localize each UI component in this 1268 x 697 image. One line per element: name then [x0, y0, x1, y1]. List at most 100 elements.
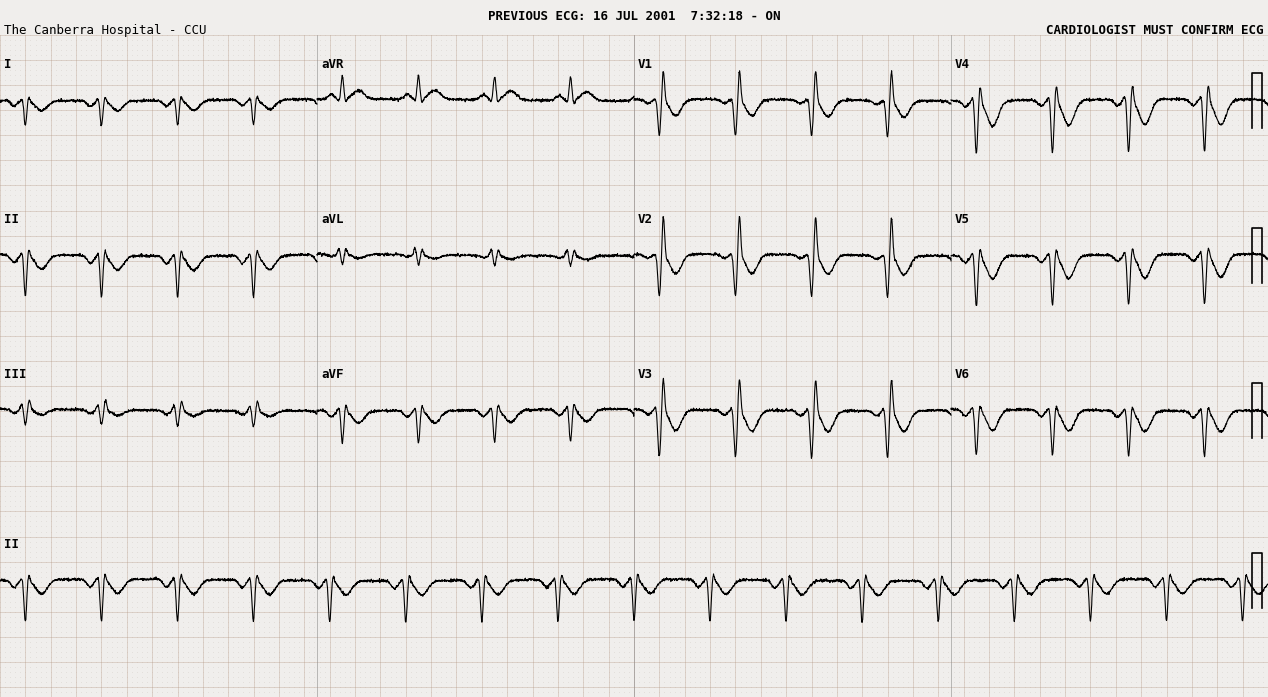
Point: [385, 566, 406, 577]
Point: [928, 100, 948, 111]
Point: [512, 90, 533, 101]
Point: [401, 461, 421, 472]
Point: [649, 325, 670, 337]
Point: [416, 195, 436, 206]
Point: [203, 501, 223, 512]
Point: [583, 541, 604, 552]
Point: [61, 355, 81, 367]
Point: [1131, 601, 1151, 612]
Point: [989, 666, 1009, 677]
Point: [431, 445, 451, 457]
Point: [801, 155, 822, 166]
Point: [730, 175, 751, 186]
Point: [578, 109, 598, 121]
Point: [989, 325, 1009, 337]
Point: [406, 135, 426, 146]
Point: [908, 431, 928, 442]
Point: [1004, 290, 1025, 301]
Point: [1197, 571, 1217, 582]
Point: [213, 195, 233, 206]
Point: [66, 646, 86, 657]
Point: [56, 75, 76, 86]
Point: [264, 636, 284, 648]
Point: [172, 180, 193, 191]
Point: [994, 180, 1014, 191]
Point: [685, 290, 705, 301]
Point: [233, 145, 254, 156]
Point: [1182, 506, 1202, 517]
Point: [335, 175, 355, 186]
Point: [46, 346, 66, 357]
Point: [1212, 476, 1232, 487]
Point: [609, 305, 629, 316]
Point: [1025, 531, 1045, 542]
Point: [269, 255, 289, 266]
Point: [715, 466, 735, 477]
Point: [431, 335, 451, 346]
Point: [1121, 205, 1141, 216]
Point: [812, 95, 832, 106]
Point: [462, 340, 482, 351]
Point: [56, 120, 76, 131]
Point: [619, 687, 639, 697]
Point: [918, 601, 938, 612]
Point: [1111, 215, 1131, 226]
Point: [451, 140, 472, 151]
Point: [76, 95, 96, 106]
Point: [842, 481, 862, 492]
Point: [512, 571, 533, 582]
Point: [1212, 616, 1232, 627]
Point: [974, 671, 994, 682]
Point: [1101, 265, 1121, 276]
Point: [1060, 616, 1080, 627]
Point: [472, 79, 492, 91]
Point: [1172, 426, 1192, 437]
Point: [51, 190, 71, 201]
Point: [96, 481, 117, 492]
Point: [675, 310, 695, 321]
Point: [619, 420, 639, 431]
Point: [112, 40, 132, 51]
Point: [969, 185, 989, 196]
Point: [598, 100, 619, 111]
Point: [142, 45, 162, 56]
Point: [1040, 300, 1060, 312]
Point: [954, 240, 974, 251]
Point: [340, 175, 360, 186]
Point: [101, 526, 122, 537]
Point: [482, 390, 502, 401]
Point: [380, 506, 401, 517]
Point: [66, 109, 86, 121]
Point: [178, 321, 198, 332]
Point: [172, 54, 193, 66]
Point: [320, 355, 340, 367]
Point: [761, 546, 781, 557]
Point: [1121, 621, 1141, 632]
Point: [1238, 641, 1258, 652]
Point: [761, 190, 781, 201]
Point: [837, 496, 857, 507]
Point: [188, 45, 208, 56]
Point: [1070, 401, 1090, 412]
Point: [167, 420, 188, 431]
Point: [751, 49, 771, 61]
Point: [406, 506, 426, 517]
Point: [512, 636, 533, 648]
Point: [832, 541, 852, 552]
Point: [822, 185, 842, 196]
Point: [725, 365, 746, 376]
Point: [0, 576, 20, 588]
Point: [933, 220, 954, 231]
Point: [370, 40, 391, 51]
Point: [959, 631, 979, 643]
Point: [279, 330, 299, 342]
Point: [781, 546, 801, 557]
Point: [1151, 40, 1172, 51]
Point: [0, 365, 15, 376]
Point: [188, 70, 208, 81]
Point: [162, 130, 183, 141]
Point: [269, 270, 289, 282]
Point: [340, 526, 360, 537]
Point: [1075, 54, 1096, 66]
Point: [867, 255, 888, 266]
